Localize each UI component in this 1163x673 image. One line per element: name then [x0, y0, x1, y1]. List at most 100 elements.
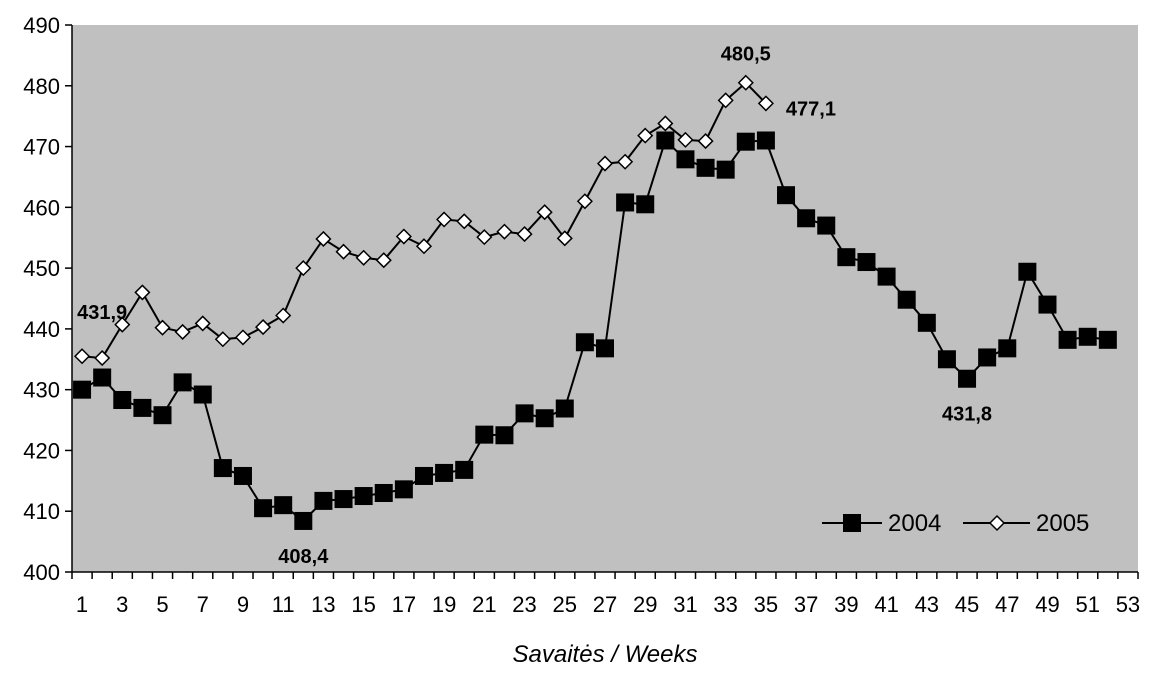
series-layer: [73, 74, 1117, 530]
data-point-2004: [756, 131, 775, 150]
y-tick-label: 400: [23, 560, 60, 585]
x-tick-label: 11: [272, 592, 295, 617]
x-axis: 1 3 5 7 9 11 13 15 17 19 21 23 25 27 29 31 33 35 37 39 41 43 4…: [71, 571, 1140, 617]
x-tick-label: 45: [955, 592, 979, 617]
data-point-2004: [535, 409, 554, 428]
data-point-2004: [917, 313, 936, 332]
series-line-2004: [81, 138, 1108, 523]
series-2005: [73, 74, 774, 367]
x-tick-label: 53: [1116, 592, 1140, 617]
data-point-2005: [757, 95, 774, 112]
data-point-2004: [1098, 330, 1117, 349]
data-point-2005: [596, 155, 614, 172]
legend-label-2005: 2005: [1036, 510, 1089, 537]
data-point-2004: [777, 186, 796, 205]
data-point-2004: [1038, 295, 1057, 314]
y-tick-label: 470: [23, 135, 60, 160]
data-point-2004: [1018, 262, 1037, 281]
data-point-2004: [334, 490, 353, 509]
data-point-2004: [93, 368, 112, 387]
data-point-2004: [998, 339, 1017, 358]
legend-marker-2005: [988, 514, 1006, 532]
data-point-2005: [214, 331, 231, 348]
data-point-2005: [476, 229, 493, 246]
data-point-2005: [496, 223, 513, 240]
data-point-2004: [414, 466, 433, 485]
data-point-2005: [677, 131, 694, 148]
data-point-2005: [395, 228, 412, 245]
x-tick-label: 9: [237, 592, 249, 617]
data-point-2004: [374, 483, 393, 502]
data-point-2005: [617, 153, 634, 170]
data-point-2004: [596, 339, 614, 358]
data-point-2005: [637, 127, 654, 144]
data-point-2005: [737, 74, 754, 91]
x-tick-label: 5: [156, 592, 168, 617]
data-point-2004: [897, 290, 916, 309]
data-point-2004: [475, 425, 494, 444]
data-point-2005: [315, 230, 332, 247]
data-point-2004: [676, 150, 695, 169]
x-tick-label: 15: [351, 592, 375, 617]
y-tick-label: 420: [23, 438, 60, 463]
data-point-2004: [394, 480, 413, 499]
y-tick-label: 460: [23, 195, 60, 220]
x-tick-label: 37: [794, 592, 818, 617]
data-point-2005: [335, 243, 352, 260]
data-point-2004: [616, 193, 635, 212]
data-point-2005: [556, 230, 573, 247]
data-point-2004: [173, 373, 192, 392]
data-point-2005: [576, 193, 593, 210]
data-point-2004: [817, 216, 836, 235]
x-tick-label: 17: [392, 592, 416, 617]
annotation-layer: 480,5 477,1 431,9 408,4 431,8: [77, 44, 992, 568]
x-tick-label: 21: [472, 592, 496, 617]
x-tick-label: 43: [915, 592, 939, 617]
data-label: 431,9: [77, 302, 127, 324]
data-point-2005: [456, 213, 473, 230]
plot-area: [72, 25, 1138, 572]
y-tick-label: 450: [23, 256, 60, 281]
x-tick-label: 3: [116, 592, 128, 617]
data-label: 408,4: [278, 546, 329, 568]
data-point-2004: [515, 404, 534, 423]
y-tick-label: 430: [23, 378, 60, 403]
data-point-2005: [415, 238, 433, 255]
data-point-2004: [937, 350, 956, 369]
y-tick-label: 440: [23, 317, 60, 342]
y-tick-label: 490: [23, 13, 60, 38]
y-tick-label: 410: [23, 499, 60, 524]
x-tick-label: 19: [432, 592, 456, 617]
data-point-2005: [114, 316, 131, 333]
data-point-2004: [113, 390, 132, 409]
data-point-2004: [857, 253, 876, 272]
y-tick-label: 480: [23, 74, 60, 99]
data-point-2005: [255, 319, 272, 336]
x-tick-label: 25: [553, 592, 577, 617]
data-point-2004: [133, 398, 152, 417]
data-point-2004: [354, 487, 373, 506]
x-tick-label: 39: [834, 592, 858, 617]
x-tick-label: 41: [874, 592, 898, 617]
x-tick-label: 35: [754, 592, 778, 617]
x-tick-label: 29: [633, 592, 657, 617]
x-tick-label: 13: [311, 592, 335, 617]
data-point-2004: [153, 406, 172, 425]
legend-marker-2004: [843, 514, 861, 532]
data-point-2004: [797, 209, 816, 228]
data-label: 431,8: [942, 404, 992, 426]
data-point-2004: [575, 333, 594, 352]
data-point-2004: [656, 131, 675, 150]
x-tick-label: 47: [995, 592, 1019, 617]
data-point-2004: [233, 466, 252, 485]
series-2004: [73, 131, 1117, 530]
x-tick-label: 31: [673, 592, 697, 617]
x-tick-label: 1: [76, 592, 88, 617]
data-point-2005: [536, 204, 553, 221]
data-point-2005: [73, 348, 91, 365]
data-point-2004: [958, 369, 977, 388]
data-point-2004: [435, 463, 454, 482]
data-point-2005: [295, 260, 312, 277]
data-point-2004: [73, 380, 92, 399]
